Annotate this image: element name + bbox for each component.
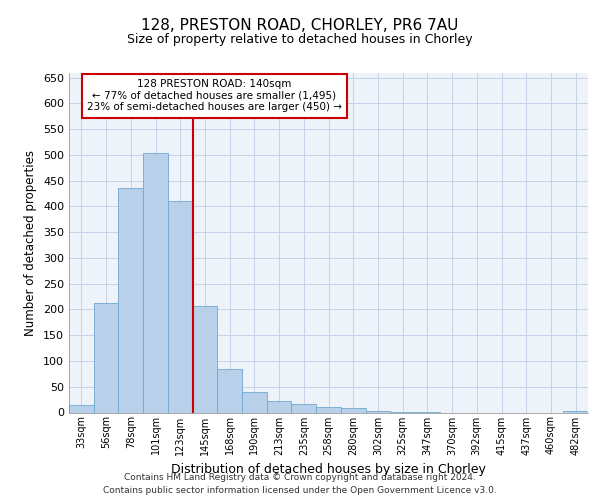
Bar — [563, 411, 588, 412]
Text: 128, PRESTON ROAD, CHORLEY, PR6 7AU: 128, PRESTON ROAD, CHORLEY, PR6 7AU — [142, 18, 458, 32]
Text: 128 PRESTON ROAD: 140sqm
← 77% of detached houses are smaller (1,495)
23% of sem: 128 PRESTON ROAD: 140sqm ← 77% of detach… — [87, 80, 342, 112]
Bar — [217, 368, 242, 412]
Bar — [292, 404, 316, 412]
Bar — [143, 154, 168, 412]
Bar — [94, 303, 118, 412]
Bar — [242, 392, 267, 412]
Bar — [118, 188, 143, 412]
Text: Size of property relative to detached houses in Chorley: Size of property relative to detached ho… — [127, 32, 473, 46]
Bar — [341, 408, 365, 412]
Bar — [316, 407, 341, 412]
Bar — [69, 405, 94, 412]
Y-axis label: Number of detached properties: Number of detached properties — [25, 150, 37, 336]
Text: Contains HM Land Registry data © Crown copyright and database right 2024.
Contai: Contains HM Land Registry data © Crown c… — [103, 474, 497, 495]
X-axis label: Distribution of detached houses by size in Chorley: Distribution of detached houses by size … — [171, 463, 486, 476]
Bar — [193, 306, 217, 412]
Bar — [168, 202, 193, 412]
Bar — [267, 401, 292, 412]
